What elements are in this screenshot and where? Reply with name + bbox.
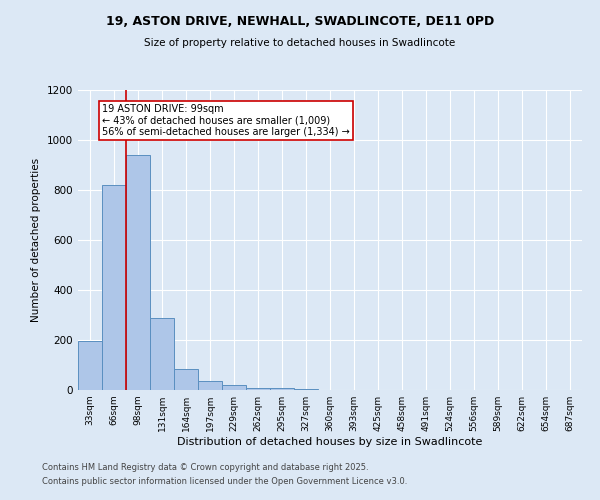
Text: Contains HM Land Registry data © Crown copyright and database right 2025.: Contains HM Land Registry data © Crown c…: [42, 464, 368, 472]
Bar: [174, 369, 198, 390]
Text: Contains public sector information licensed under the Open Government Licence v3: Contains public sector information licen…: [42, 477, 407, 486]
Y-axis label: Number of detached properties: Number of detached properties: [31, 158, 41, 322]
Bar: [150, 318, 174, 390]
Text: 19, ASTON DRIVE, NEWHALL, SWADLINCOTE, DE11 0PD: 19, ASTON DRIVE, NEWHALL, SWADLINCOTE, D…: [106, 15, 494, 28]
Bar: [246, 388, 270, 390]
Bar: [102, 185, 126, 390]
Bar: [294, 389, 318, 390]
Bar: [222, 385, 246, 390]
Bar: [270, 388, 294, 390]
Text: 19 ASTON DRIVE: 99sqm
← 43% of detached houses are smaller (1,009)
56% of semi-d: 19 ASTON DRIVE: 99sqm ← 43% of detached …: [102, 104, 350, 137]
Bar: [126, 155, 150, 390]
X-axis label: Distribution of detached houses by size in Swadlincote: Distribution of detached houses by size …: [178, 437, 482, 447]
Bar: [78, 341, 102, 390]
Bar: [198, 381, 222, 390]
Text: Size of property relative to detached houses in Swadlincote: Size of property relative to detached ho…: [145, 38, 455, 48]
